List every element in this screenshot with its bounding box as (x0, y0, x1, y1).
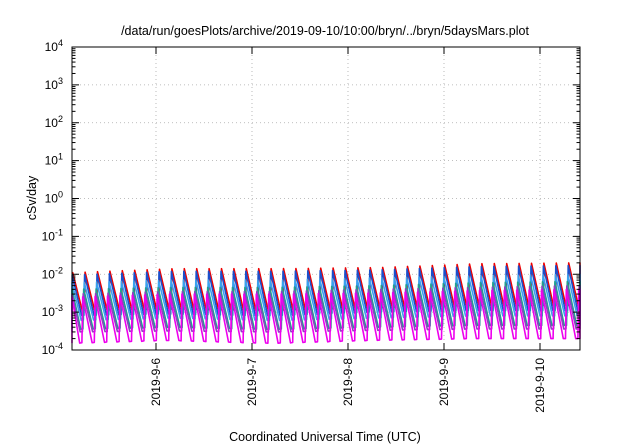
x-tick-label: 2019-9-6 (149, 358, 163, 406)
y-tick-label: 100 (45, 190, 63, 206)
x-axis-label: Coordinated Universal Time (UTC) (229, 430, 421, 444)
y-tick-label: 104 (45, 38, 63, 54)
y-tick-label: 10-1 (42, 227, 63, 243)
y-axis: 104 103 102 101 100 10-1 10-2 10-3 10-4 (42, 38, 580, 357)
x-tick-label: 2019-9-10 (533, 358, 547, 413)
y-tick-label: 102 (45, 114, 63, 130)
series-line (71, 288, 581, 344)
y-tick-label: 10-3 (42, 303, 63, 319)
x-tick-label: 2019-9-9 (437, 358, 451, 406)
y-tick-label: 10-2 (42, 265, 63, 281)
x-tick-label: 2019-9-7 (245, 358, 259, 406)
y-axis-label: cSv/day (25, 175, 39, 220)
x-axis: 2019-9-6 2019-9-7 2019-9-8 2019-9-9 2019-9-1… (149, 47, 547, 413)
y-tick-label: 10-4 (42, 341, 63, 357)
y-tick-label: 101 (45, 152, 63, 168)
chart-title: /data/run/goesPlots/archive/2019-09-10/1… (121, 24, 529, 38)
y-tick-label: 103 (45, 76, 63, 92)
x-tick-label: 2019-9-8 (341, 358, 355, 406)
series-group (71, 262, 581, 344)
